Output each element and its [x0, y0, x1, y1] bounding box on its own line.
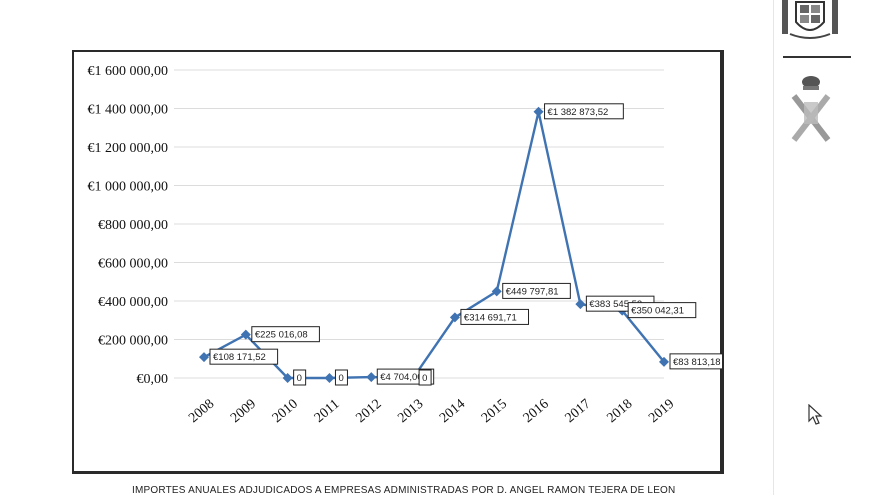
y-tick-label: €1 400 000,00 [88, 103, 169, 118]
y-tick-label: €1 600 000,00 [88, 64, 169, 79]
x-tick-label: 2008 [186, 397, 217, 426]
data-point [491, 286, 502, 297]
data-label: 0 [334, 369, 348, 386]
data-labels: €108 171,52€225 016,080 0 €4 704,00 0€314 6… [209, 103, 722, 386]
emblem-divider [783, 56, 851, 58]
x-axis-ticks: 2008 2009 2010 2011 2012 2013 2014 2015 2016 2017… [186, 397, 677, 426]
y-tick-label: €1 000 000,00 [88, 180, 169, 195]
data-label: 0 [418, 369, 432, 386]
y-tick-label: €1 200 000,00 [88, 141, 169, 156]
svg-text:€350 042,31: €350 042,31 [631, 306, 684, 317]
data-point [199, 352, 209, 363]
y-tick-label: €600 000,00 [98, 257, 168, 272]
svg-text:€449 797,81: €449 797,81 [506, 286, 559, 297]
data-point [324, 373, 335, 383]
y-tick-label: €0,00 [137, 372, 169, 387]
x-tick-label: 2015 [479, 397, 510, 426]
guardia-civil-emblem-icon [791, 76, 831, 142]
x-tick-label: 2019 [646, 397, 677, 426]
svg-text:0: 0 [338, 373, 343, 384]
y-tick-label: €400 000,00 [98, 295, 168, 310]
svg-text:€1 382 873,52: €1 382 873,52 [548, 107, 609, 118]
data-point [533, 106, 544, 117]
data-point [449, 312, 460, 323]
mouse-cursor-icon [808, 404, 823, 425]
coat-of-arms-icon [782, 0, 838, 39]
svg-text:€4 704,00: €4 704,00 [380, 372, 422, 383]
data-point [282, 373, 293, 383]
margin-divider [773, 0, 774, 495]
svg-text:0: 0 [422, 373, 427, 384]
x-tick-label: 2010 [270, 397, 301, 426]
y-axis-ticks: €0,00 €200 000,00 €400 000,00 €600 000,00 €8… [88, 64, 169, 387]
svg-text:€314 691,71: €314 691,71 [464, 312, 517, 323]
line-chart: €0,00 €200 000,00 €400 000,00 €600 000,00 €8… [88, 64, 722, 426]
x-tick-label: 2017 [563, 397, 594, 426]
data-point [240, 329, 251, 340]
data-point [575, 299, 586, 310]
x-tick-label: 2016 [521, 397, 552, 426]
data-point [659, 356, 669, 367]
data-label: €449 797,81 [502, 282, 571, 299]
x-tick-label: 2009 [228, 397, 259, 426]
svg-text:€108 171,52: €108 171,52 [213, 352, 266, 363]
y-tick-label: €200 000,00 [98, 334, 168, 349]
x-tick-label: 2011 [312, 397, 343, 426]
data-label: 0 [293, 369, 307, 386]
chart-frame: €0,00 €200 000,00 €400 000,00 €600 000,00 €8… [72, 50, 724, 474]
data-label: €83 813,18 [669, 353, 722, 370]
data-label: €225 016,08 [251, 326, 320, 343]
x-tick-label: 2012 [353, 397, 384, 426]
y-tick-label: €800 000,00 [98, 218, 168, 233]
x-tick-label: 2014 [437, 397, 468, 426]
svg-text:0: 0 [297, 373, 302, 384]
data-label: €314 691,71 [460, 308, 530, 325]
data-label: €108 171,52 [209, 348, 279, 365]
svg-text:€83 813,18: €83 813,18 [673, 357, 721, 368]
data-label: €1 382 873,52 [544, 103, 624, 120]
x-tick-label: 2018 [604, 397, 635, 426]
x-tick-label: 2013 [395, 397, 426, 426]
chart-caption: IMPORTES ANUALES ADJUDICADOS A EMPRESAS … [132, 485, 676, 496]
data-point [366, 372, 377, 383]
svg-text:€225 016,08: €225 016,08 [255, 330, 308, 341]
data-label: €350 042,31 [627, 302, 697, 319]
svg-text:€383 545,52: €383 545,52 [589, 299, 642, 310]
